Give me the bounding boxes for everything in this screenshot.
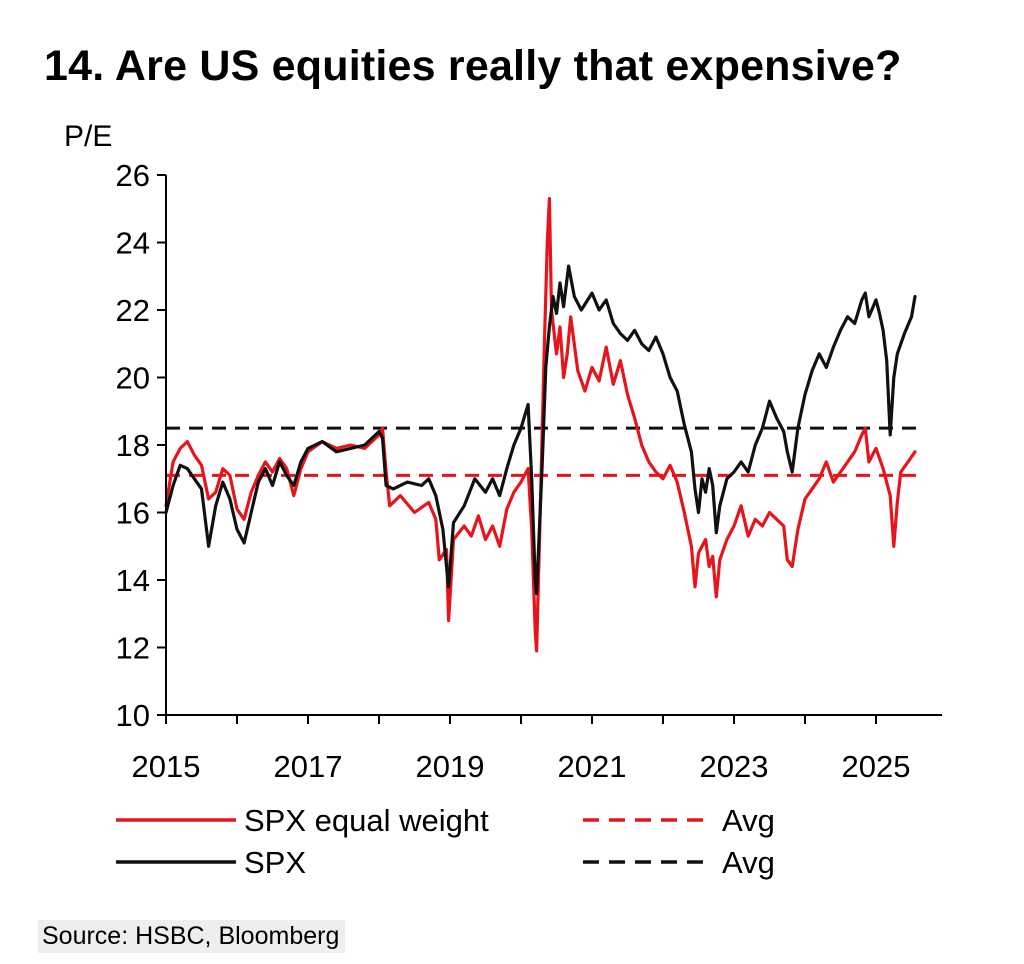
y-tick-label: 10 [116,698,150,733]
y-tick-label: 16 [116,496,150,531]
y-tick-label: 24 [116,226,150,261]
legend-label: SPX [244,845,306,880]
y-tick-label: 14 [116,563,150,598]
legend-label: Avg [722,845,775,880]
x-tick-label: 2015 [132,749,201,784]
chart-title: 14. Are US equities really that expensiv… [44,42,902,90]
x-tick-label: 2025 [842,749,911,784]
y-tick-label: 18 [116,428,150,463]
x-tick-label: 2019 [416,749,485,784]
y-tick-label: 22 [116,293,150,328]
legend: SPX equal weight Avg SPX Avg [116,803,775,880]
source-note: Source: HSBC, Bloomberg [38,920,346,953]
y-axis-unit-label: P/E [64,120,112,153]
plot-area [164,197,918,653]
x-tick-label: 2023 [700,749,769,784]
legend-label: Avg [722,803,775,838]
y-tick-label: 26 [116,158,150,193]
x-tick-label: 2017 [274,749,343,784]
series-line-spx [164,264,917,596]
y-tick-label: 20 [116,361,150,396]
x-tick-label: 2021 [558,749,627,784]
legend-label: SPX equal weight [244,803,489,838]
axes: 26 24 22 20 18 16 14 12 10 2015 2017 2019 2021 2023 20… [116,158,942,784]
series-line-spx-equal-weight [164,197,917,653]
y-tick-label: 12 [116,631,150,666]
